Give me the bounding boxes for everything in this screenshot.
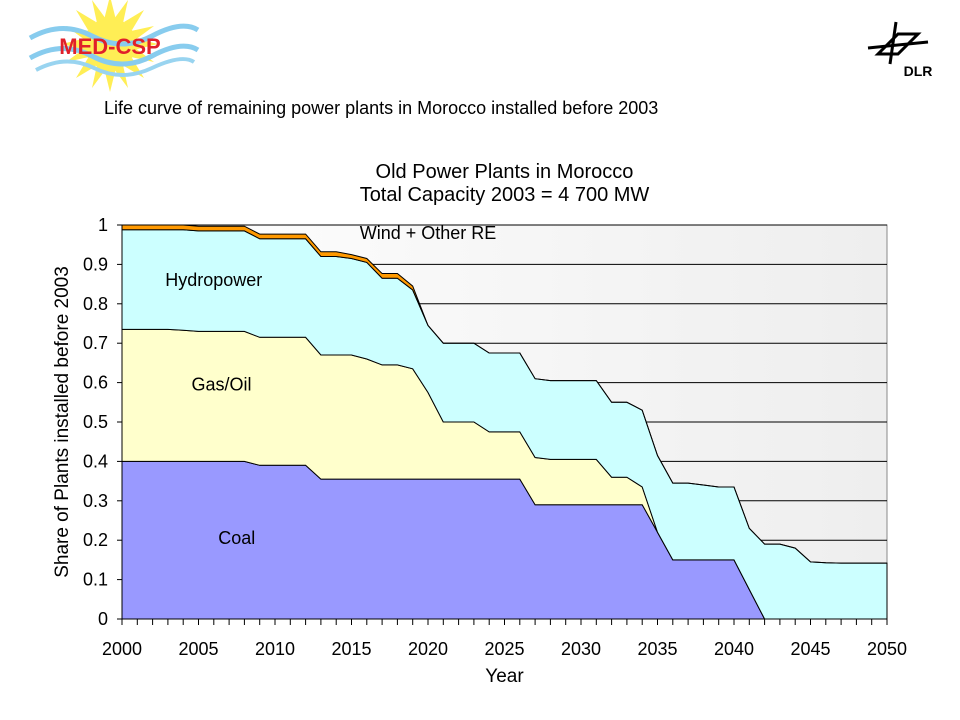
chart-texts: 2000 2005 2010 2015 2020 2025 2030 2035 2040 2045…: [52, 161, 907, 687]
x-tick-label: 2035: [637, 639, 677, 659]
x-tick-label: 2030: [561, 639, 601, 659]
x-tick-label: 2005: [178, 639, 218, 659]
y-axis-label: Share of Plants installed before 2003: [52, 266, 73, 578]
axes: [117, 224, 888, 625]
dlr-logo-text: DLR: [904, 63, 933, 79]
med-csp-logo: MED-CSP: [28, 0, 200, 92]
x-tick-label: 2000: [102, 639, 142, 659]
x-tick-label: 2050: [867, 639, 907, 659]
y-tick-label: 0.9: [83, 254, 108, 274]
x-axis-label: Year: [485, 666, 524, 687]
x-tick-label: 2010: [255, 639, 295, 659]
x-tick-label: 2040: [714, 639, 754, 659]
x-tick-label: 2015: [331, 639, 371, 659]
annotation-wind-other-re: Wind + Other RE: [360, 223, 497, 243]
y-tick-label: 1: [98, 215, 108, 235]
series-areas: [121, 224, 888, 620]
slide-title: Life curve of remaining power plants in …: [104, 98, 659, 118]
annotation-gas-oil: Gas/Oil: [191, 374, 251, 394]
annotation-hydropower: Hydropower: [165, 270, 262, 290]
y-tick-label: 0.7: [83, 333, 108, 353]
y-tick-label: 0.3: [83, 491, 108, 511]
y-tick-label: 0.4: [83, 451, 108, 471]
chart-title-line-1: Old Power Plants in Morocco: [376, 161, 634, 183]
chart-title-line-2: Total Capacity 2003 = 4 700 MW: [360, 184, 650, 206]
dlr-logo: DLR: [867, 21, 933, 79]
y-tick-label: 0.5: [83, 412, 108, 432]
area-wind-other-re: [121, 224, 887, 564]
y-tick-label: 0: [98, 609, 108, 629]
y-tick-label: 0.8: [83, 294, 108, 314]
x-tick-label: 2045: [790, 639, 830, 659]
annotation-coal: Coal: [218, 528, 255, 548]
y-tick-label: 0.1: [83, 570, 108, 590]
x-tick-label: 2020: [408, 639, 448, 659]
y-tick-label: 0.2: [83, 530, 108, 550]
x-tick-label: 2025: [484, 639, 524, 659]
y-tick-label: 0.6: [83, 373, 108, 393]
med-csp-logo-text: MED-CSP: [59, 34, 160, 59]
